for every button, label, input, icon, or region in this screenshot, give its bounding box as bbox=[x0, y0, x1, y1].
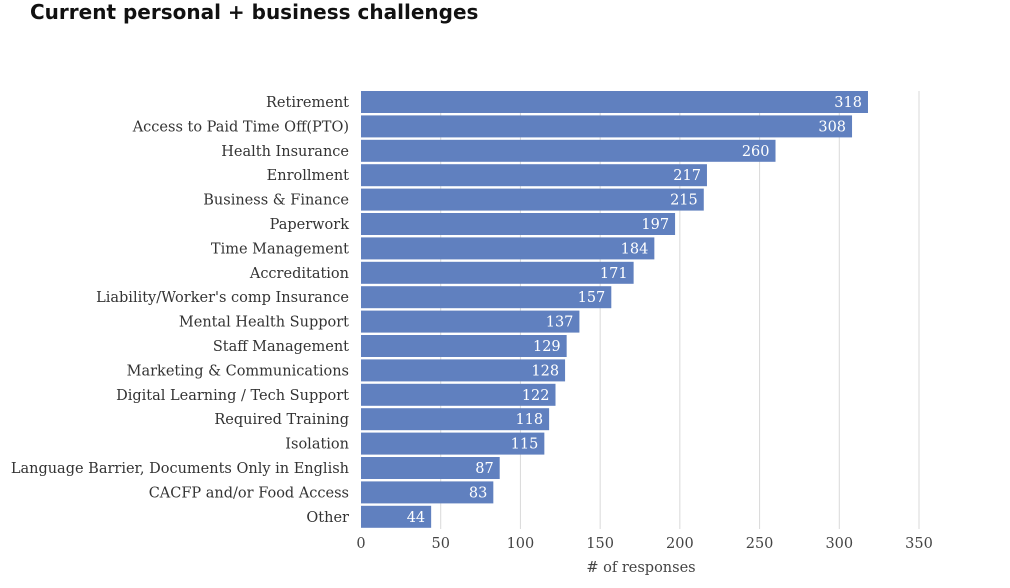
bar-value-label: 115 bbox=[511, 437, 539, 453]
category-label: Marketing & Communications bbox=[127, 363, 349, 379]
bar bbox=[361, 237, 655, 260]
bar bbox=[361, 310, 580, 333]
category-label: Other bbox=[306, 510, 349, 526]
bar bbox=[361, 408, 550, 431]
category-label: Paperwork bbox=[270, 217, 350, 233]
bar-value-label: 184 bbox=[621, 241, 649, 257]
bar bbox=[361, 335, 567, 357]
bar-value-label: 129 bbox=[533, 339, 561, 355]
category-label: CACFP and/or Food Access bbox=[149, 485, 349, 501]
chart-title: Current personal + business challenges bbox=[30, 0, 479, 24]
bar bbox=[361, 481, 494, 504]
bar-value-label: 260 bbox=[742, 144, 770, 160]
bar-value-label: 44 bbox=[407, 510, 425, 526]
category-label: Business & Finance bbox=[203, 193, 349, 209]
category-label: Time Management bbox=[211, 241, 349, 257]
category-label: Enrollment bbox=[267, 168, 350, 184]
category-label: Language Barrier, Documents Only in Engl… bbox=[11, 461, 349, 477]
category-labels: Retirement Access to Paid Time Off(PTO) He… bbox=[11, 95, 349, 526]
bar-value-label: 87 bbox=[475, 461, 493, 477]
bar bbox=[361, 505, 432, 528]
bar-value-label: 171 bbox=[600, 266, 628, 282]
bar bbox=[361, 359, 566, 382]
category-label: Accreditation bbox=[249, 266, 349, 282]
bar bbox=[361, 383, 556, 406]
bar bbox=[361, 164, 707, 187]
bar bbox=[361, 188, 704, 211]
x-tick-label: 200 bbox=[666, 536, 694, 552]
bar bbox=[361, 139, 776, 162]
bar-value-label: 122 bbox=[522, 388, 550, 404]
bar bbox=[361, 432, 545, 455]
category-label: Access to Paid Time Off(PTO) bbox=[132, 119, 349, 135]
bar bbox=[361, 91, 868, 113]
category-label: Mental Health Support bbox=[179, 315, 349, 331]
bar-value-label: 137 bbox=[546, 315, 574, 331]
category-label: Health Insurance bbox=[221, 144, 349, 160]
x-axis-ticks: 0 50 100 150 200 250 300 350 bbox=[356, 536, 932, 552]
category-label: Liability/Worker's comp Insurance bbox=[96, 290, 349, 306]
category-label: Required Training bbox=[214, 412, 349, 428]
bar-value-label: 217 bbox=[673, 168, 701, 184]
x-tick-label: 150 bbox=[586, 536, 614, 552]
bar bbox=[361, 457, 500, 479]
bar-value-label: 318 bbox=[834, 95, 862, 111]
category-label: Isolation bbox=[285, 437, 349, 453]
bar-value-label: 197 bbox=[641, 217, 669, 233]
x-tick-label: 250 bbox=[746, 536, 774, 552]
x-tick-label: 350 bbox=[905, 536, 933, 552]
x-tick-label: 50 bbox=[431, 536, 449, 552]
category-label: Staff Management bbox=[213, 339, 349, 355]
bar bbox=[361, 115, 853, 138]
bar-value-label: 215 bbox=[670, 193, 698, 209]
x-tick-label: 300 bbox=[825, 536, 853, 552]
gridlines bbox=[440, 91, 920, 529]
bar-value-label: 128 bbox=[531, 363, 559, 379]
bar-value-label: 83 bbox=[469, 485, 487, 501]
x-tick-label: 100 bbox=[507, 536, 535, 552]
category-label: Retirement bbox=[266, 95, 349, 111]
x-tick-label: 0 bbox=[356, 536, 365, 552]
bar-value-label: 308 bbox=[818, 119, 846, 135]
x-axis-title: # of responses bbox=[586, 560, 695, 576]
bar bbox=[361, 261, 634, 284]
bar-value-label: 118 bbox=[515, 412, 543, 428]
bar bbox=[361, 286, 612, 309]
bar-value-label: 157 bbox=[578, 290, 606, 306]
bar bbox=[361, 213, 676, 235]
category-label: Digital Learning / Tech Support bbox=[116, 388, 349, 404]
